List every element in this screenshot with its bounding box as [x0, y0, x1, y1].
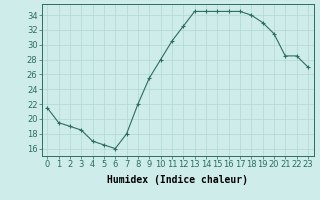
X-axis label: Humidex (Indice chaleur): Humidex (Indice chaleur)	[107, 175, 248, 185]
